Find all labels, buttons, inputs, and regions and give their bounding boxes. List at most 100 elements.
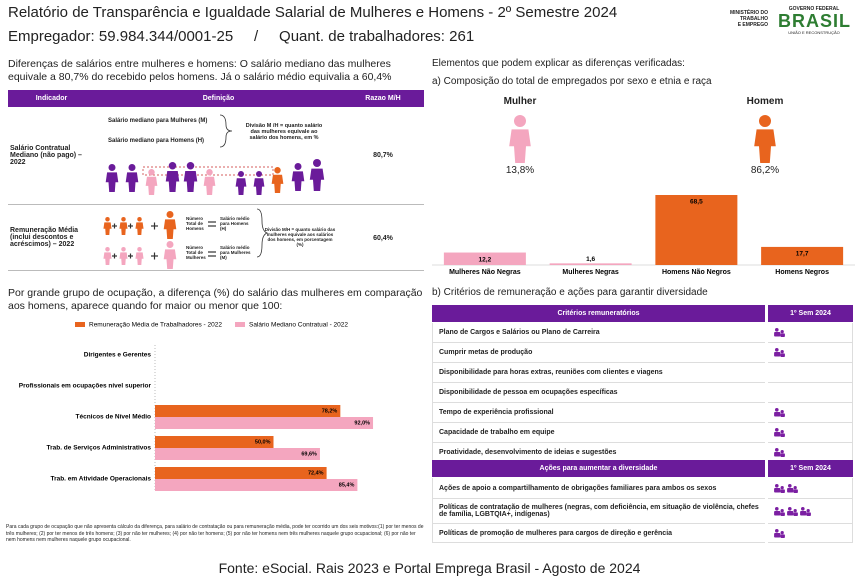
row-label: Políticas de promoção de mulheres para c… (432, 524, 765, 543)
row-label: Plano de Cargos e Salários ou Plano de C… (432, 323, 765, 343)
people-glyph (787, 483, 798, 493)
people-icon (787, 506, 798, 516)
table-header (8, 90, 424, 107)
people-icon (774, 348, 785, 357)
row-icons (768, 363, 853, 383)
section-title: Por grande grupo de ocupação, a diferenç… (8, 287, 423, 312)
row-label: Disponibilidade de pessoa em ocupações e… (432, 383, 765, 403)
indicator: Remuneração Média (inclui descontos e ac… (10, 226, 79, 248)
people-icon (774, 448, 785, 457)
occupation-chart: Remuneração Média de Trabalhadores - 202… (19, 322, 374, 491)
bar (655, 195, 738, 265)
row-label: Capacidade de trabalho em equipe (432, 423, 765, 443)
people-glyph (774, 328, 785, 337)
x-tick-label: Mulheres Não Negras (449, 269, 521, 276)
ratio: 80,7% (373, 151, 393, 159)
people-icon (774, 528, 785, 538)
value-label: 50,0% (255, 439, 271, 445)
value-label: 72,4% (308, 470, 324, 476)
row-icons (768, 478, 853, 499)
y-tick-label: Trab. de Serviços Administrativos (46, 445, 151, 452)
brand: BRASIL (778, 11, 851, 31)
definition-graphics (103, 114, 325, 269)
y-tick-label: Técnicos de Nível Médio (76, 414, 152, 421)
intro: Diferenças de salários entre mulheres e … (8, 58, 392, 83)
row-icons (768, 383, 853, 403)
person-icon (509, 115, 531, 163)
table-header: Critérios remuneratórios (432, 305, 765, 322)
people-glyph (774, 408, 785, 417)
brand-logo: GOVERNO FEDERAL BRASIL UNIÃO E RECONSTRU… (778, 6, 850, 35)
row-label: Tempo de experiência profissional (432, 403, 765, 423)
row-icons (768, 524, 853, 543)
legend-label: Salário Mediano Contratual - 2022 (249, 322, 348, 329)
ministry: MINISTÉRIO DO TRABALHO E EMPREGO (718, 10, 768, 28)
gender-share: 86,2% (750, 165, 780, 176)
people-glyph (774, 348, 785, 357)
person-icon (754, 115, 776, 163)
separator: / (254, 28, 259, 45)
value-label: 85,4% (339, 482, 355, 488)
row-icons (768, 423, 853, 443)
term: Salário mediano para Mulheres (M) (108, 118, 208, 124)
gender-icon (754, 115, 776, 163)
workers: Quant. de trabalhadores: 261 (279, 28, 475, 45)
footnote: Para cada grupo de ocupação que não apre… (6, 524, 424, 543)
slogan: UNIÃO E RECONSTRUÇÃO (788, 30, 840, 35)
section-subtitle: a) Composição do total de empregados por… (432, 76, 712, 87)
legend-swatch (235, 322, 245, 327)
value-label: 17,7 (796, 251, 809, 258)
value-label: 68,5 (690, 199, 703, 206)
x-tick-label: Homens Não Negros (662, 269, 731, 276)
ministry-line: TRABALHO (739, 16, 768, 22)
note: Divisão M/H = quanto salário das mulhere… (264, 227, 336, 247)
row-icons (768, 343, 853, 363)
employer-line: Empregador: 59.984.344/0001-25 / Quant. … (8, 28, 474, 45)
table-header: 1º Sem 2024 (768, 305, 853, 322)
header-cell: Razao M/H (365, 95, 401, 102)
gender-label: Homem (746, 96, 784, 107)
row-icons (768, 323, 853, 343)
row-icons (768, 403, 853, 423)
header-cell: Definição (202, 95, 235, 102)
people-icon (774, 428, 785, 437)
value-label: 12,2 (479, 256, 492, 263)
row-divider (8, 270, 424, 271)
row-label: Cumprir metas de produção (432, 343, 765, 363)
composition-chart: 12,2 Mulheres Não Negras 1,6 Mulheres Negra… (432, 195, 855, 276)
term: Salário médio para Homens (H) (220, 215, 250, 231)
footer: Fonte: eSocial. Rais 2023 e Portal Empre… (218, 560, 641, 576)
ministry-line: MINISTÉRIO DO (729, 10, 768, 16)
value-label: 1,6 (586, 256, 595, 263)
y-tick-label: Trab. em Atividade Operacionais (50, 476, 151, 483)
term: Salário médio para Mulheres (M) (220, 244, 251, 260)
indicator: Salário Contratual Mediano (não pago) – … (10, 144, 82, 166)
people-glyph (774, 506, 785, 516)
value-label: 92,0% (354, 420, 370, 426)
bar (155, 405, 341, 417)
people-glyph (774, 448, 785, 457)
section-title: Elementos que podem explicar as diferenç… (432, 58, 685, 69)
employer: Empregador: 59.984.344/0001-25 (8, 28, 234, 45)
bar (155, 467, 327, 479)
ratio: 60,4% (373, 234, 393, 242)
row-icons (768, 499, 853, 524)
legend-label: Remuneração Média de Trabalhadores - 202… (89, 322, 222, 329)
value-label: 78,2% (322, 408, 338, 414)
note: Divisão M /H = quanto salário das mulher… (245, 123, 323, 141)
people-icon (774, 506, 785, 516)
bar (155, 436, 274, 448)
y-tick-label: Dirigentes e Gerentes (84, 352, 152, 359)
gender-icon (509, 115, 531, 163)
term: Salário mediano para Homens (H) (108, 138, 205, 144)
ministry-line: E EMPREGO (737, 22, 768, 28)
people-icon (800, 506, 811, 516)
bar (155, 448, 320, 460)
y-tick-label: Profissionais em ocupações nível superio… (19, 383, 152, 390)
people-icon (774, 483, 785, 493)
bar (155, 417, 374, 429)
bar (443, 252, 526, 265)
people-icon (774, 328, 785, 337)
row-label: Políticas de contratação de mulheres (ne… (432, 499, 765, 524)
